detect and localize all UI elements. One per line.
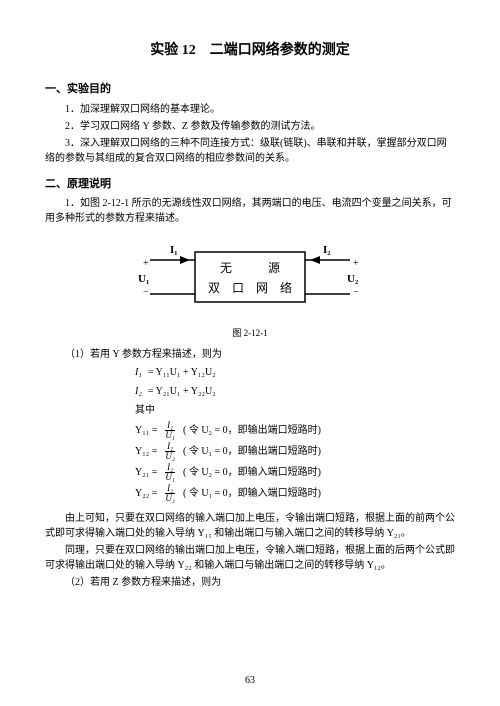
sec1-p1: 1．加深理解双口网络的基本理论。 xyxy=(45,102,455,117)
tail-p2: 同理，只要在双口网络的输出端口加上电压，令输入端口短路，根据上面的后两个公式即可… xyxy=(45,543,455,573)
sec2-p1: 1．如图 2-12-1 所示的无源线性双口网络，其两端口的电压、电流四个变量之间… xyxy=(45,196,455,226)
sec2-header: 二、原理说明 xyxy=(45,176,455,193)
eq-y12: Y₁₂ = I₁U₂ ( 令 U₁ = 0，即输出端口短路时) xyxy=(135,442,455,461)
tail-p3: （2）若用 Z 参数方程来描述，则为 xyxy=(45,575,455,590)
eq-y22: Y₂₂ = I₂U₂ ( 令 U₁ = 0，即输入端口短路时) xyxy=(135,484,455,503)
eq-I2: I₂ = Y₂₁U₁ + Y₂₂U₂ xyxy=(135,383,455,400)
box-bottom-text: 双 口 网 络 xyxy=(208,280,292,295)
y-lead: （1）若用 Y 参数方程来描述，则为 xyxy=(45,347,455,362)
eq-y21: Y₂₁ = I₂U₁ ( 令 U₂ = 0，即输入端口短路时) xyxy=(135,463,455,482)
diagram-caption: 图 2-12-1 xyxy=(45,327,455,341)
page-number: 63 xyxy=(0,673,500,688)
circuit-diagram: 无 源 双 口 网 络 I₁ + U₁ − I₂ + U₂ − xyxy=(45,238,455,321)
I1-label: I₁ xyxy=(170,244,178,256)
where-text: 其中 xyxy=(135,402,455,419)
U1-label: U₁ xyxy=(138,273,149,285)
sec1-p3: 3．深入理解双口网络的三种不同连接方式：级联(链联)、串联和并联，掌握部分双口网… xyxy=(45,136,455,166)
I2-label: I₂ xyxy=(323,244,331,256)
plus-left: + xyxy=(143,258,149,269)
sec1-p2: 2．学习双口网络 Y 参数、Z 参数及传输参数的测试方法。 xyxy=(45,119,455,134)
minus-right: − xyxy=(353,287,359,298)
tail-p1: 由上可知，只要在双口网络的输入端口加上电压，令输出端口短路，根据上面的前两个公式… xyxy=(45,511,455,541)
equation-block: I₁ = Y₁₁U₁ + Y₁₂U₂ I₂ = Y₂₁U₁ + Y₂₂U₂ 其中… xyxy=(135,364,455,503)
plus-right: + xyxy=(353,258,359,269)
eq-y11: Y₁₁ = I₁U₁ ( 令 U₂ = 0，即输出端口短路时) xyxy=(135,421,455,440)
U2-label: U₂ xyxy=(347,273,359,285)
minus-left: − xyxy=(143,287,149,298)
page-title: 实验 12 二端口网络参数的测定 xyxy=(45,40,455,61)
box-top-text: 无 源 xyxy=(220,261,280,275)
sec1-header: 一、实验目的 xyxy=(45,81,455,98)
eq-I1: I₁ = Y₁₁U₁ + Y₁₂U₂ xyxy=(135,364,455,381)
